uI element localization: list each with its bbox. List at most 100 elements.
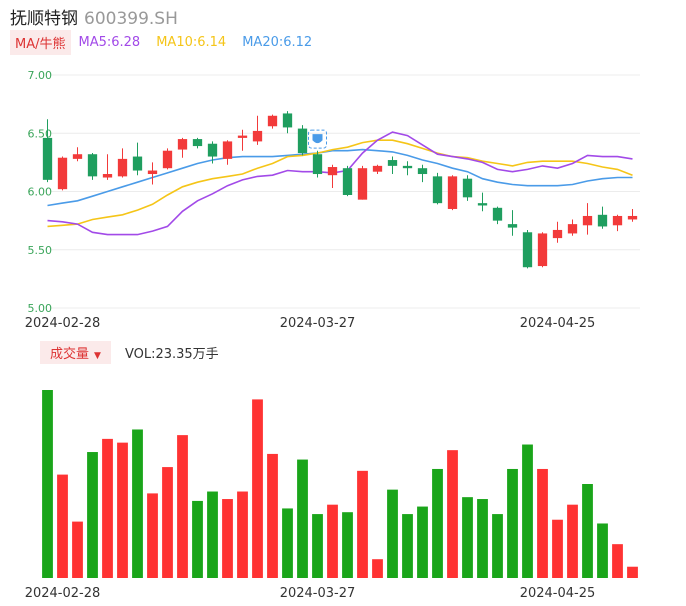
volume-bar <box>372 559 383 578</box>
candle-body <box>597 214 608 227</box>
candle <box>282 111 293 134</box>
ma20-line <box>47 148 633 207</box>
candle-body <box>87 154 98 177</box>
candle <box>522 229 533 269</box>
volume-bar <box>117 442 128 578</box>
candle <box>432 172 443 205</box>
y-tick-label: 7.00 <box>28 69 53 82</box>
candle <box>57 156 68 191</box>
volume-bar <box>357 470 368 578</box>
volume-bar <box>192 500 203 578</box>
candle <box>102 154 113 180</box>
ma10-label: MA10:6.14 <box>156 34 227 50</box>
candle-body <box>252 130 263 142</box>
candle-body <box>267 115 278 127</box>
candle-body <box>207 143 218 157</box>
candle-body <box>357 168 368 200</box>
candle <box>357 165 368 200</box>
candle-body <box>102 174 113 178</box>
shield-icon <box>308 129 327 149</box>
volume-bar <box>627 566 638 578</box>
candle <box>297 125 308 156</box>
volume-bar <box>477 499 488 578</box>
marker-frame <box>308 129 327 149</box>
candle <box>72 147 83 162</box>
volume-bar <box>582 484 593 578</box>
candle-body <box>507 224 518 228</box>
candle-body <box>147 170 158 175</box>
volume-bar <box>102 438 113 578</box>
volume-bar <box>432 468 443 578</box>
volume-bar <box>537 468 548 578</box>
candle <box>237 129 248 151</box>
candle-body <box>402 165 413 169</box>
candle <box>462 175 473 201</box>
candle <box>567 219 578 236</box>
candle <box>582 203 593 235</box>
ma20-label: MA20:6.12 <box>242 34 313 50</box>
candle <box>192 137 203 149</box>
ma-indicator-tag[interactable]: MA/牛熊 <box>10 29 71 55</box>
volume-x-tick-label: 2024-02-28 <box>25 586 101 601</box>
candle <box>372 164 383 175</box>
candle-body <box>282 113 293 128</box>
candle-body <box>177 139 188 150</box>
volume-bar <box>42 390 53 578</box>
volume-bar <box>132 429 143 578</box>
ma5-label: MA5:6.28 <box>78 34 141 50</box>
candle <box>342 165 353 197</box>
volume-bar <box>282 508 293 578</box>
volume-bar <box>72 521 83 578</box>
candle <box>552 221 563 243</box>
x-tick-label: 2024-04-25 <box>520 316 596 331</box>
volume-bar <box>387 489 398 578</box>
candle <box>537 232 548 268</box>
volume-tag-label: 成交量 <box>50 346 90 362</box>
volume-bar <box>552 519 563 578</box>
candle <box>492 206 503 225</box>
candle-body <box>117 158 128 177</box>
candle-body <box>237 135 248 138</box>
volume-bar <box>522 444 533 578</box>
volume-legend: 成交量 ▼ VOL:23.35万手 <box>40 340 219 364</box>
volume-bar <box>492 514 503 578</box>
candle <box>42 119 53 183</box>
candle-body <box>342 168 353 195</box>
candle <box>147 162 158 185</box>
candle <box>252 115 263 145</box>
candle-body <box>372 165 383 172</box>
volume-bar <box>57 474 68 578</box>
volume-bar <box>267 453 278 578</box>
volume-bar <box>447 450 458 578</box>
volume-bar <box>177 435 188 578</box>
candle <box>597 206 608 229</box>
candle <box>132 142 143 176</box>
volume-bar <box>237 491 248 578</box>
candle <box>312 150 323 178</box>
candle <box>327 164 338 189</box>
volume-indicator-dropdown[interactable]: 成交量 ▼ <box>40 340 111 364</box>
y-tick-label: 6.50 <box>28 127 53 140</box>
candle-body <box>72 154 83 159</box>
volume-x-tick-label: 2024-04-25 <box>520 586 596 601</box>
candle-body <box>57 157 68 190</box>
candle-body <box>387 160 398 166</box>
ma10-line <box>47 139 633 228</box>
candle-body <box>537 233 548 267</box>
volume-bar <box>567 504 578 578</box>
candle <box>267 114 278 129</box>
volume-bar <box>507 468 518 578</box>
volume-bar <box>147 493 158 578</box>
candle <box>177 137 188 158</box>
volume-bar <box>222 499 233 578</box>
candle <box>447 175 458 211</box>
candle-body <box>132 156 143 171</box>
ma-legend: MA/牛熊 MA5:6.28 MA10:6.14 MA20:6.12 <box>10 29 328 55</box>
volume-bar <box>597 523 608 578</box>
candle-body <box>627 215 638 220</box>
candle <box>207 141 218 164</box>
volume-bar <box>417 506 428 578</box>
volume-value: VOL:23.35万手 <box>124 346 219 362</box>
candle-body <box>582 215 593 226</box>
